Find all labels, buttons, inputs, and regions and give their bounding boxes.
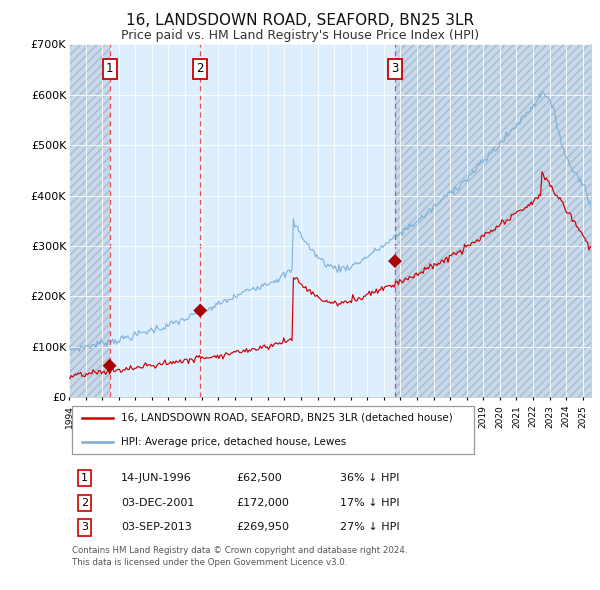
FancyBboxPatch shape — [71, 406, 473, 454]
Text: 03-SEP-2013: 03-SEP-2013 — [121, 523, 192, 532]
Text: 17% ↓ HPI: 17% ↓ HPI — [340, 498, 400, 508]
Text: 16, LANDSDOWN ROAD, SEAFORD, BN25 3LR (detached house): 16, LANDSDOWN ROAD, SEAFORD, BN25 3LR (d… — [121, 413, 453, 423]
Text: 2: 2 — [81, 498, 88, 508]
Text: 14-JUN-1996: 14-JUN-1996 — [121, 473, 192, 483]
Point — [196, 306, 205, 315]
Bar — [69, 44, 110, 397]
Text: 3: 3 — [391, 63, 398, 76]
Text: 16, LANDSDOWN ROAD, SEAFORD, BN25 3LR: 16, LANDSDOWN ROAD, SEAFORD, BN25 3LR — [126, 13, 474, 28]
Point — [105, 361, 115, 371]
Text: 1: 1 — [106, 63, 113, 76]
Bar — [110, 44, 200, 397]
Bar — [395, 44, 591, 397]
Text: £269,950: £269,950 — [236, 523, 289, 532]
Point — [390, 257, 400, 266]
Text: Price paid vs. HM Land Registry's House Price Index (HPI): Price paid vs. HM Land Registry's House … — [121, 29, 479, 42]
Text: £62,500: £62,500 — [236, 473, 282, 483]
Text: 1: 1 — [81, 473, 88, 483]
Text: Contains HM Land Registry data © Crown copyright and database right 2024.
This d: Contains HM Land Registry data © Crown c… — [71, 546, 407, 567]
Text: 27% ↓ HPI: 27% ↓ HPI — [340, 523, 400, 532]
Bar — [200, 44, 395, 397]
Text: 03-DEC-2001: 03-DEC-2001 — [121, 498, 194, 508]
Text: 36% ↓ HPI: 36% ↓ HPI — [340, 473, 400, 483]
Text: 3: 3 — [81, 523, 88, 532]
Text: 2: 2 — [196, 63, 204, 76]
Text: HPI: Average price, detached house, Lewes: HPI: Average price, detached house, Lewe… — [121, 437, 346, 447]
Text: £172,000: £172,000 — [236, 498, 289, 508]
